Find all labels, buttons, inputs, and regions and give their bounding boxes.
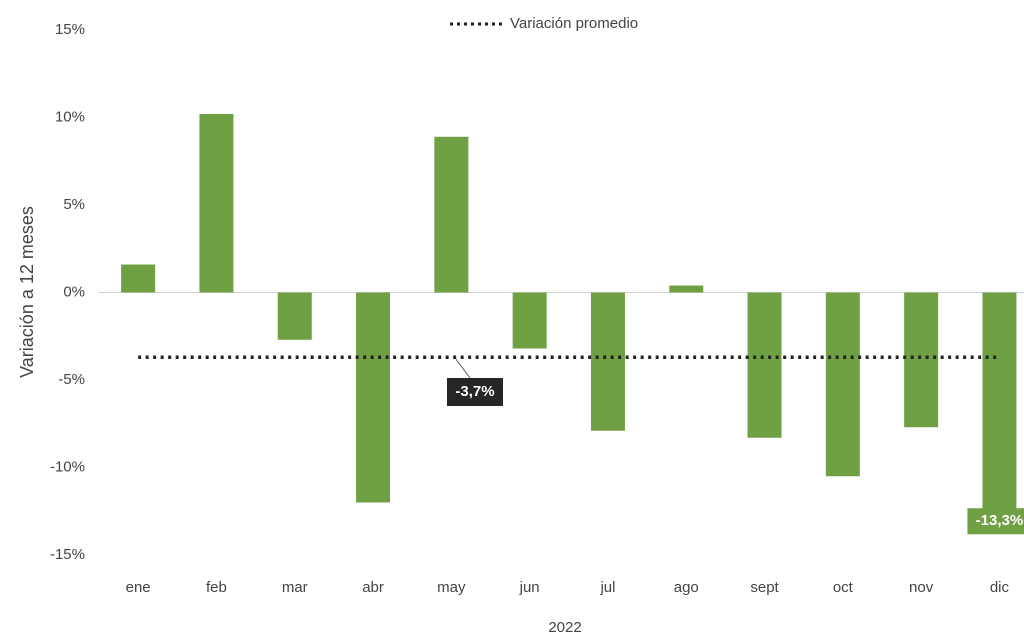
x-tick-label: abr [362, 579, 384, 596]
bar [121, 264, 156, 293]
y-axis-label: Variación a 12 meses [17, 206, 37, 378]
bar [669, 285, 704, 293]
average-label-box [447, 378, 503, 406]
x-axis-label: 2022 [548, 619, 581, 636]
x-tick-label: dic [990, 579, 1010, 596]
average-label: -3,7% [455, 383, 494, 400]
y-tick-label: -10% [50, 458, 85, 475]
bar [590, 292, 625, 431]
y-tick-label: -5% [58, 371, 85, 388]
y-tick-label: 5% [63, 196, 85, 213]
bar [512, 292, 547, 349]
x-tick-label: nov [909, 579, 934, 596]
y-tick-label: 10% [55, 108, 85, 125]
y-tick-label: 15% [55, 21, 85, 38]
bar [434, 136, 469, 293]
value-label-box [967, 508, 1024, 535]
x-tick-label: sept [750, 579, 779, 596]
bar [825, 292, 860, 477]
y-tick-label: 0% [63, 283, 85, 300]
x-tick-label: oct [833, 579, 854, 596]
bar [277, 292, 312, 340]
bar [199, 114, 234, 293]
callout-leader [455, 358, 471, 379]
bar [747, 292, 782, 438]
x-tick-label: feb [206, 579, 227, 596]
x-tick-label: jul [599, 579, 615, 596]
x-tick-label: ago [674, 579, 699, 596]
value-label: -13,3% [976, 512, 1024, 529]
x-tick-label: may [437, 579, 466, 596]
bar [982, 292, 1017, 526]
legend-label: Variación promedio [510, 15, 638, 32]
bar [904, 292, 939, 428]
x-tick-label: mar [282, 579, 308, 596]
y-tick-label: -15% [50, 546, 85, 563]
x-tick-label: ene [126, 579, 151, 596]
bar [356, 292, 391, 503]
x-tick-label: jun [519, 579, 540, 596]
